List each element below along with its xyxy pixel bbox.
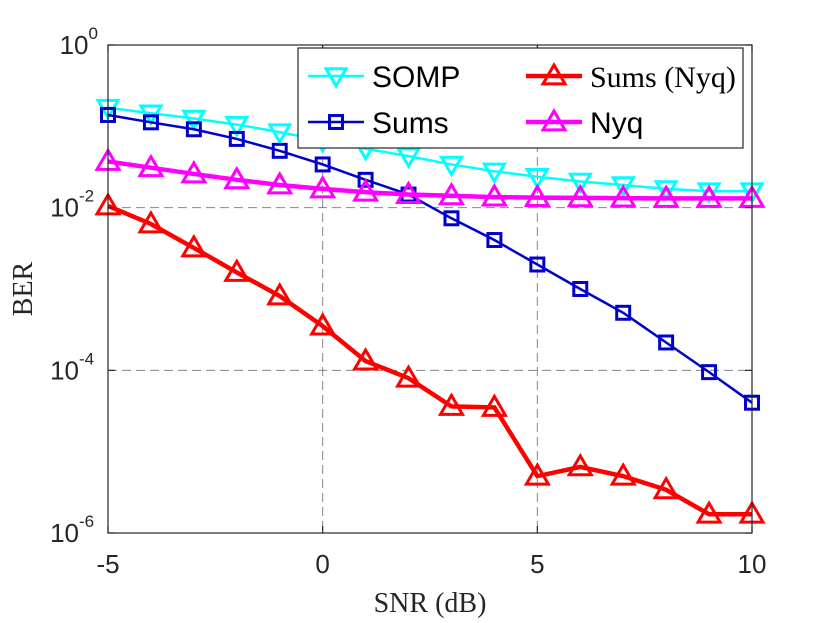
- data-point-nyq: [180, 159, 208, 184]
- legend-entry-sums-nyq: Sums (Nyq): [526, 61, 736, 94]
- data-point-sums: [658, 334, 675, 351]
- legend-entry-somp: SOMP: [308, 61, 460, 94]
- y-tick-label: 10 -4: [50, 349, 94, 385]
- legend-marker-sums: [328, 114, 344, 130]
- y-tick-label: 10 0: [60, 24, 98, 60]
- legend-label-sums: Sums: [372, 107, 449, 140]
- data-point-sums: [228, 130, 245, 147]
- data-point-sums: [271, 142, 288, 159]
- data-point-nyq: [652, 184, 680, 208]
- legend-label-sums-nyq: Sums (Nyq): [590, 61, 736, 94]
- data-point-sums: [142, 114, 159, 131]
- y-tick-base: 10: [50, 193, 79, 223]
- data-point-nyq: [437, 181, 466, 206]
- data-point-somp: [267, 123, 293, 146]
- series-line-nyq: [107, 159, 752, 201]
- y-tick-exponent: 0: [89, 24, 98, 43]
- x-tick-label: 10: [738, 549, 767, 579]
- data-point-somp: [224, 115, 250, 138]
- data-point-sums-nyq: [566, 452, 594, 477]
- legend-marker-sums-nyq: [540, 62, 568, 86]
- data-point-sums-nyq: [695, 500, 723, 524]
- y-tick-base: 10: [50, 355, 79, 385]
- data-point-nyq: [566, 183, 594, 208]
- y-tick-base: 10: [50, 518, 79, 548]
- data-point-somp: [610, 176, 636, 198]
- x-tick-label: -5: [96, 549, 119, 579]
- legend-entry-sums: Sums: [308, 107, 449, 140]
- data-point-somp: [524, 168, 550, 190]
- data-point-sums: [486, 232, 503, 249]
- legend-marker-somp: [323, 67, 349, 89]
- x-tick-label: 0: [315, 549, 329, 579]
- data-point-somp: [567, 172, 593, 195]
- data-point-sums-nyq: [351, 347, 380, 371]
- data-point-nyq: [523, 183, 551, 208]
- series-line-sums: [107, 113, 753, 404]
- legend: SOMP Sums (Nyq) Sums Nyq: [297, 47, 744, 149]
- plot-series: [94, 98, 766, 524]
- x-axis-title: SNR (dB): [374, 588, 487, 619]
- data-point-sums: [529, 256, 546, 273]
- series-line-somp: [107, 106, 752, 193]
- data-point-nyq: [223, 165, 251, 190]
- data-point-nyq: [695, 184, 723, 208]
- data-point-nyq: [480, 183, 509, 207]
- data-point-sums-nyq: [394, 364, 423, 388]
- data-point-nyq: [609, 184, 637, 208]
- data-point-sums-nyq: [480, 393, 509, 417]
- y-tick-exponent: -6: [79, 512, 94, 531]
- data-point-nyq: [137, 153, 165, 178]
- data-point-sums-nyq: [180, 233, 208, 258]
- legend-box: [297, 47, 744, 149]
- legend-label-nyq: Nyq: [590, 107, 643, 140]
- y-axis-title: BER: [8, 261, 39, 316]
- data-point-sums-nyq: [223, 258, 251, 282]
- data-point-sums-nyq: [137, 210, 165, 234]
- y-tick-base: 10: [60, 30, 89, 60]
- series-nyq: [94, 147, 766, 208]
- series-line-sums-nyq: [107, 203, 752, 517]
- legend-marker-nyq: [540, 108, 568, 132]
- x-tick-label: 5: [530, 549, 544, 579]
- data-point-sums: [314, 156, 331, 173]
- series-sums-nyq: [94, 191, 766, 524]
- data-point-somp: [438, 155, 465, 178]
- data-point-sums: [357, 171, 374, 188]
- data-point-nyq: [309, 174, 337, 199]
- y-tick-label: 10 -2: [50, 187, 94, 223]
- data-point-sums-nyq: [652, 475, 680, 500]
- data-point-sums-nyq: [523, 462, 551, 486]
- data-point-sums: [572, 281, 589, 297]
- axes-frame: [107, 44, 753, 534]
- legend-entry-nyq: Nyq: [526, 107, 643, 140]
- y-tick-exponent: -2: [79, 187, 94, 206]
- data-point-nyq: [394, 180, 423, 204]
- data-point-somp: [181, 109, 207, 132]
- data-point-sums-nyq: [309, 312, 337, 336]
- data-point-sums-nyq: [437, 392, 466, 416]
- y-tick-label: 10 -6: [50, 512, 94, 548]
- data-point-sums: [701, 364, 718, 381]
- data-point-sums-nyq: [609, 462, 637, 486]
- data-point-sums-nyq: [266, 282, 294, 306]
- data-point-somp: [696, 182, 722, 205]
- data-point-nyq: [351, 178, 380, 202]
- data-point-nyq: [266, 171, 294, 195]
- data-point-sums: [443, 210, 460, 227]
- data-point-sums: [185, 121, 202, 138]
- y-tick-exponent: -4: [79, 349, 94, 368]
- series-sums: [100, 106, 760, 411]
- legend-label-somp: SOMP: [372, 61, 460, 94]
- data-point-somp: [653, 180, 679, 202]
- data-point-somp: [481, 162, 508, 185]
- data-point-sums: [615, 304, 632, 321]
- data-point-somp: [395, 147, 422, 170]
